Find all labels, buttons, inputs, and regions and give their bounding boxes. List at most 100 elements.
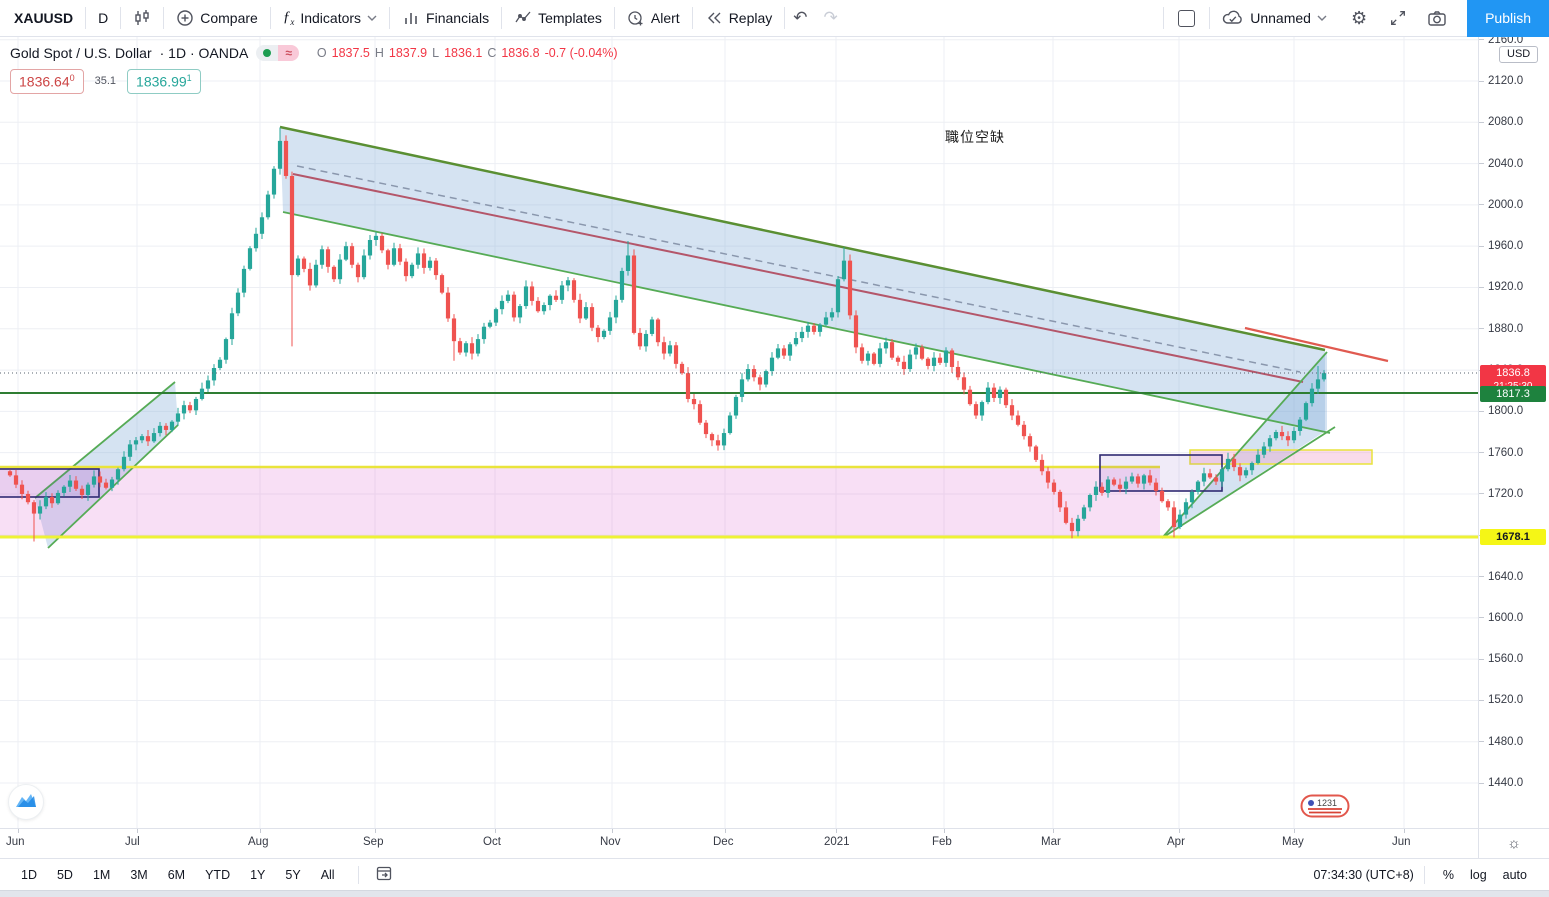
- time-tick-mark: [944, 829, 945, 833]
- log-scale-toggle[interactable]: log: [1469, 867, 1487, 882]
- cloud-layout-button[interactable]: Unnamed: [1210, 0, 1339, 36]
- price-axis[interactable]: USD 1836.8 21:25:30 1817.3 1678.1 2160.0…: [1478, 37, 1549, 828]
- time-tick-mark: [612, 829, 613, 833]
- time-tick-label: Apr: [1167, 836, 1185, 848]
- time-tick-mark: [1404, 829, 1405, 833]
- chevron-down-icon: [1317, 15, 1327, 21]
- layout-name-label: Unnamed: [1250, 10, 1311, 26]
- range-button-5d[interactable]: 5D: [56, 867, 73, 882]
- templates-label: Templates: [538, 10, 602, 26]
- top-toolbar: XAUUSD D Compare ƒx Indicators: [0, 0, 1549, 37]
- interval-button[interactable]: D: [98, 10, 109, 26]
- replay-button[interactable]: Replay: [693, 0, 785, 36]
- templates-button[interactable]: Templates: [502, 0, 614, 36]
- candles-series: [7, 127, 1327, 542]
- drawings: [0, 125, 1478, 549]
- bottom-separator: [1423, 865, 1425, 884]
- chart-pane[interactable]: Gold Spot / U.S. Dollar · 1D · OANDA ≈ O…: [0, 37, 1478, 828]
- chart-text-annotation[interactable]: 職位空缺: [945, 129, 1005, 145]
- replay-rewind-icon: [705, 10, 723, 26]
- price-tick-mark: [1479, 328, 1484, 329]
- price-tick-mark: [1479, 122, 1484, 123]
- time-tick-mark: [1053, 829, 1054, 833]
- time-tick-label: Oct: [483, 836, 501, 848]
- channel-bottom-line: [282, 211, 1331, 434]
- toolbar-separator: [389, 7, 391, 29]
- time-axis[interactable]: Jun Jul Aug Sep Oct Nov Dec 2021 Feb Mar Apr May Jun: [0, 829, 1478, 858]
- redo-button[interactable]: ↷: [823, 8, 838, 27]
- ask-value: 1836.99: [136, 73, 187, 90]
- bar-chart-icon: [402, 9, 420, 27]
- symbol-button[interactable]: XAUUSD: [14, 10, 74, 26]
- auto-scale-toggle[interactable]: auto: [1502, 867, 1527, 882]
- range-button-ytd[interactable]: YTD: [205, 867, 231, 882]
- time-tick-label: Jun: [1392, 836, 1411, 848]
- snapshot-camera-button[interactable]: [1417, 0, 1457, 36]
- spread-value: 35.1: [94, 75, 117, 88]
- bottom-strip: [0, 890, 1549, 897]
- chart-legend: Gold Spot / U.S. Dollar · 1D · OANDA ≈ O…: [10, 45, 618, 61]
- percent-scale-toggle[interactable]: %: [1442, 867, 1454, 882]
- wedge-bottom-line: [1161, 426, 1336, 539]
- price-tick-mark: [1479, 204, 1484, 205]
- price-tick-mark: [1479, 617, 1484, 618]
- time-tick-label: Aug: [248, 836, 269, 848]
- layout-grid-button[interactable]: [1178, 9, 1196, 27]
- open-value: 1837.5: [331, 46, 370, 60]
- financials-button[interactable]: Financials: [390, 0, 501, 36]
- indicators-label: Indicators: [300, 10, 362, 26]
- candlestick-chart[interactable]: [0, 37, 1478, 828]
- currency-chip[interactable]: USD: [1499, 46, 1539, 63]
- price-tick-label: 2120.0: [1488, 75, 1524, 87]
- chart-style-button[interactable]: [121, 0, 163, 36]
- sell-price-button[interactable]: 1836.640: [10, 69, 84, 94]
- wedge-top-line: [1161, 351, 1328, 539]
- axis-settings-corner[interactable]: ☼: [1478, 829, 1549, 858]
- close-label: C: [487, 46, 497, 60]
- alert-button[interactable]: Alert: [615, 0, 692, 36]
- settings-gear-icon[interactable]: ⚙: [1350, 7, 1368, 28]
- range-button-5y[interactable]: 5Y: [285, 867, 301, 882]
- price-tick-label: 1800.0: [1488, 405, 1524, 418]
- data-status-pill[interactable]: ≈: [256, 45, 299, 61]
- time-tick-label: Feb: [932, 836, 952, 848]
- toolbar-separator: [120, 7, 122, 29]
- range-button-1y[interactable]: 1Y: [250, 867, 266, 882]
- price-tick-mark: [1479, 741, 1484, 742]
- range-button-3m[interactable]: 3M: [130, 867, 148, 882]
- time-tick-mark: [375, 829, 376, 833]
- line-chart-icon: [514, 9, 532, 27]
- range-button-all[interactable]: All: [320, 867, 335, 882]
- price-tick-label: 1760.0: [1488, 446, 1524, 459]
- indicators-button[interactable]: ƒx Indicators: [271, 0, 389, 36]
- candlestick-icon: [133, 9, 151, 27]
- last-price-value: 1836.8: [1496, 367, 1530, 380]
- time-tick-label: 2021: [824, 836, 850, 848]
- delayed-data-icon: ≈: [278, 45, 299, 61]
- time-tick-mark: [1294, 829, 1295, 833]
- buy-price-button[interactable]: 1836.991: [127, 69, 201, 94]
- left-ascending-channel-fill: [35, 382, 178, 548]
- range-button-6m[interactable]: 6M: [167, 867, 186, 882]
- undo-button[interactable]: ↶: [793, 8, 808, 27]
- chart-logo-button[interactable]: [8, 784, 44, 820]
- goto-date-button[interactable]: [369, 862, 400, 887]
- fullscreen-arrows-icon: [1389, 9, 1407, 27]
- bid-sup: 0: [69, 73, 75, 83]
- compare-button[interactable]: Compare: [164, 0, 270, 36]
- flag-sticker[interactable]: 1231: [1300, 794, 1350, 823]
- range-button-1d[interactable]: 1D: [21, 867, 37, 882]
- open-label: O: [316, 46, 327, 60]
- legend-meta[interactable]: · 1D · OANDA: [159, 45, 249, 61]
- clock-timezone[interactable]: 07:34:30 (UTC+8): [1313, 867, 1414, 882]
- channel-median-dashed: [296, 165, 1301, 373]
- range-button-1m[interactable]: 1M: [92, 867, 111, 882]
- fullscreen-button[interactable]: [1379, 0, 1417, 36]
- mountain-chart-icon: [14, 790, 38, 815]
- publish-button[interactable]: Publish: [1467, 0, 1549, 37]
- time-tick-mark: [1179, 829, 1180, 833]
- alert-label: Alert: [650, 10, 680, 26]
- time-tick-label: Jun: [6, 836, 25, 848]
- price-tick-label: 2040.0: [1488, 157, 1524, 170]
- legend-symbol-title[interactable]: Gold Spot / U.S. Dollar: [10, 45, 152, 61]
